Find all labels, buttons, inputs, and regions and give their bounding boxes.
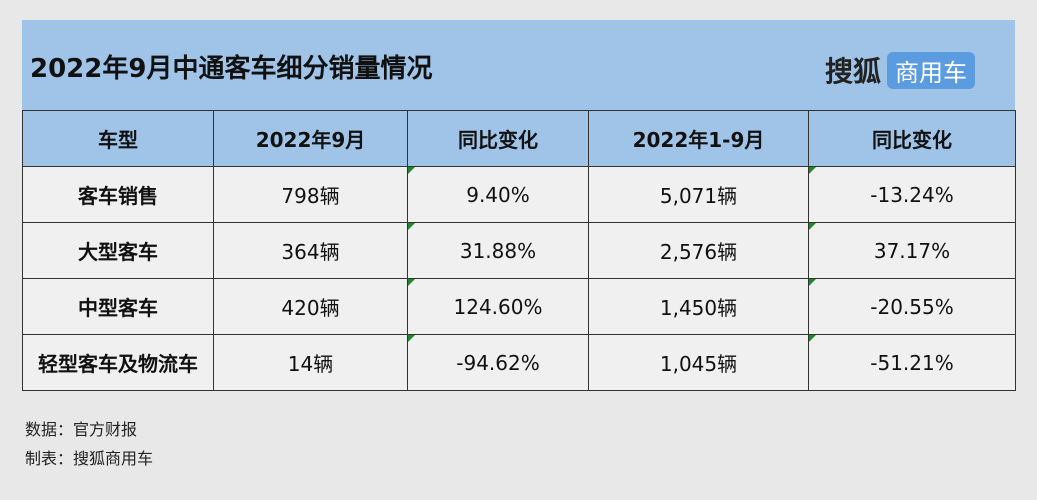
table-cell: 1,450辆 xyxy=(588,278,809,335)
sales-table: 车型 2022年9月 同比变化 2022年1-9月 同比变化 客车销售 798辆 9.40%… xyxy=(22,110,1016,391)
table-cell: 31.88% xyxy=(407,222,589,279)
logo-tag: 商用车 xyxy=(887,51,975,89)
table-cell: 客车销售 xyxy=(22,166,214,223)
table-cell: 9.40% xyxy=(407,166,589,223)
table-row: 轻型客车及物流车 14辆 -94.62% 1,045辆 -51.21% xyxy=(22,334,1016,391)
column-header: 同比变化 xyxy=(808,110,1016,167)
table-cell: -94.62% xyxy=(407,334,589,391)
table-cell: -13.24% xyxy=(808,166,1016,223)
table-cell: 124.60% xyxy=(407,278,589,335)
header-row: 车型 2022年9月 同比变化 2022年1-9月 同比变化 xyxy=(22,110,1016,167)
column-header: 车型 xyxy=(22,110,214,167)
table-cell: 中型客车 xyxy=(22,278,214,335)
header-band: 2022年9月中通客车细分销量情况 搜狐 商用车 xyxy=(22,20,1015,110)
table-cell: 2,576辆 xyxy=(588,222,809,279)
table-cell: -51.21% xyxy=(808,334,1016,391)
column-header: 2022年9月 xyxy=(213,110,408,167)
table-row: 中型客车 420辆 124.60% 1,450辆 -20.55% xyxy=(22,278,1016,335)
table-row: 客车销售 798辆 9.40% 5,071辆 -13.24% xyxy=(22,166,1016,223)
footer-source: 数据：官方财报 xyxy=(25,420,138,439)
table-cell: 14辆 xyxy=(213,334,408,391)
table-cell: 1,045辆 xyxy=(588,334,809,391)
table-cell: 大型客车 xyxy=(22,222,214,279)
column-header: 同比变化 xyxy=(407,110,589,167)
table-cell: 364辆 xyxy=(213,222,408,279)
table-body: 客车销售 798辆 9.40% 5,071辆 -13.24% 大型客车 364辆 31.88%… xyxy=(22,166,1016,391)
table-cell: 轻型客车及物流车 xyxy=(22,334,214,391)
column-header: 2022年1-9月 xyxy=(588,110,809,167)
table-cell: 37.17% xyxy=(808,222,1016,279)
table-cell: 798辆 xyxy=(213,166,408,223)
footer-maker: 制表：搜狐商用车 xyxy=(25,449,154,468)
table-cell: 5,071辆 xyxy=(588,166,809,223)
table-cell: -20.55% xyxy=(808,278,1016,335)
logo-brand: 搜狐 xyxy=(824,55,881,88)
logo: 搜狐 商用车 xyxy=(825,50,975,90)
table-row: 大型客车 364辆 31.88% 2,576辆 37.17% xyxy=(22,222,1016,279)
table-cell: 420辆 xyxy=(213,278,408,335)
title: 2022年9月中通客车细分销量情况 xyxy=(30,54,433,84)
